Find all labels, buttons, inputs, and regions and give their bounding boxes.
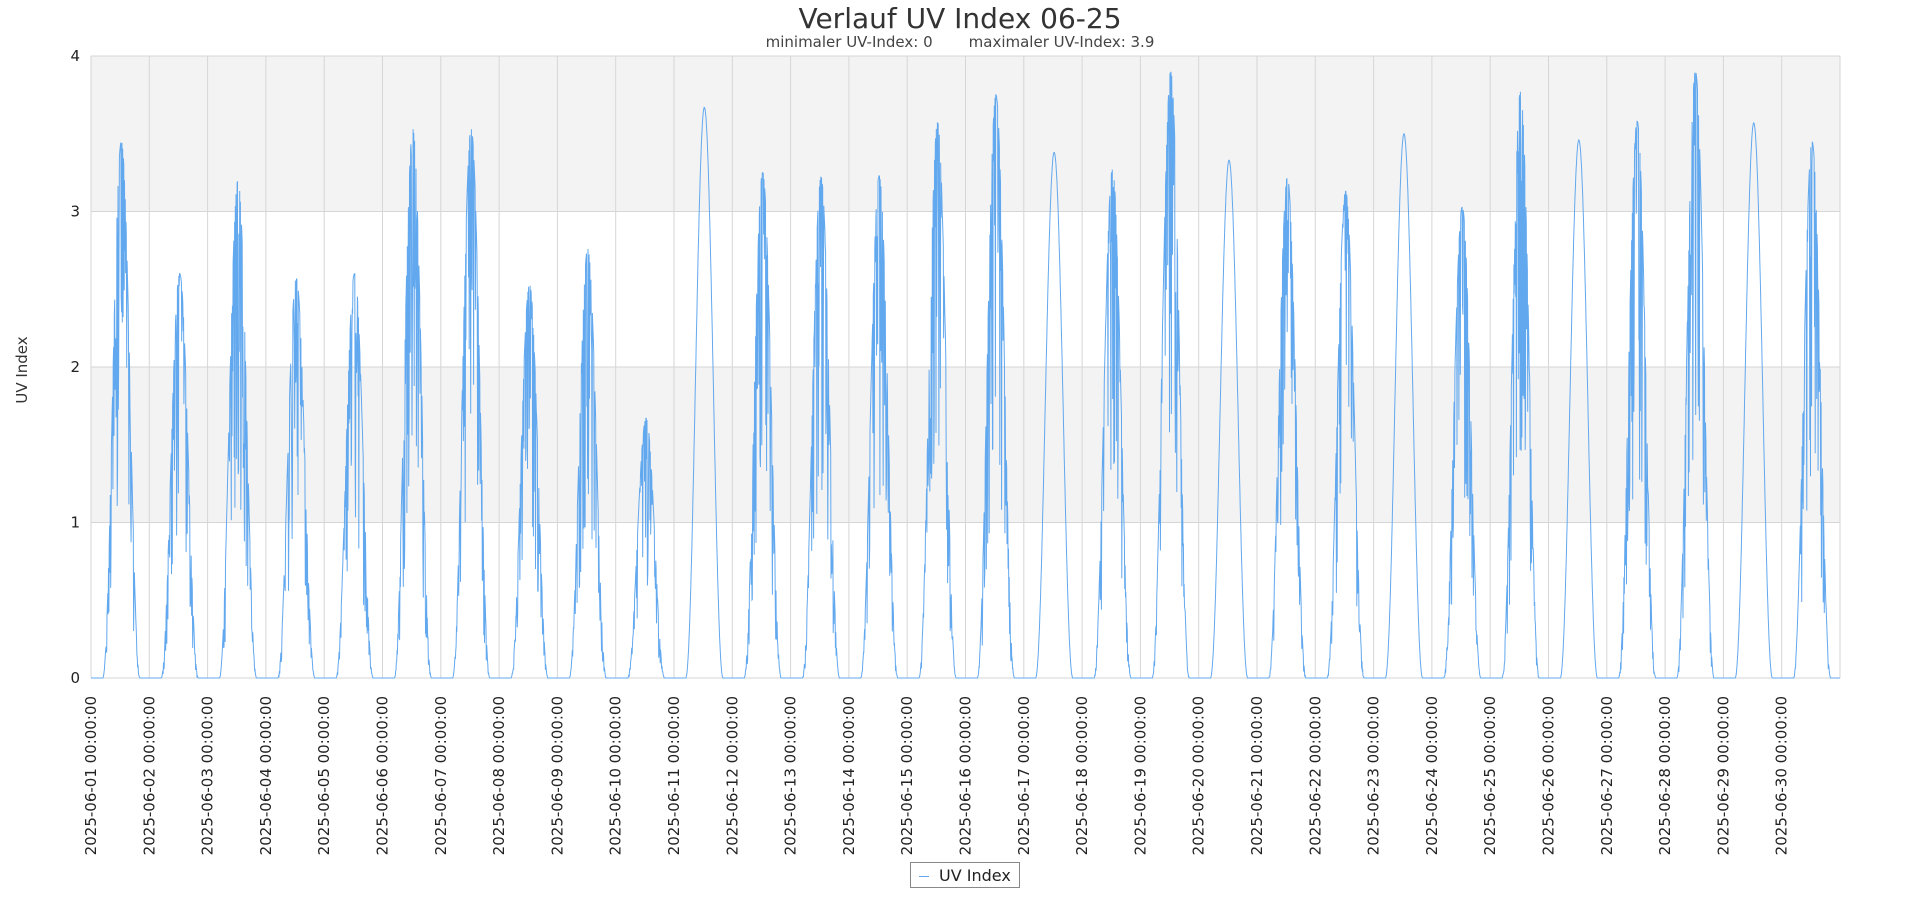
y-axis-label: UV Index — [13, 336, 31, 403]
subtitle-max-uv: maximaler UV-Index: 3.9 — [968, 33, 1155, 51]
x-tick-label: 2025-06-22 00:00:00 — [1306, 696, 1324, 855]
x-tick-label: 2025-06-09 00:00:00 — [548, 696, 566, 855]
x-tick-label: 2025-06-26 00:00:00 — [1540, 696, 1558, 855]
x-tick-label: 2025-06-25 00:00:00 — [1481, 696, 1499, 855]
y-tick-label: 1 — [70, 514, 80, 532]
x-tick-label: 2025-06-19 00:00:00 — [1131, 696, 1149, 855]
x-tick-label: 2025-06-15 00:00:00 — [898, 696, 916, 855]
x-tick-label: 2025-06-05 00:00:00 — [315, 696, 333, 855]
x-tick-label: 2025-06-07 00:00:00 — [432, 696, 450, 855]
x-axis-ticks: 2025-06-01 00:00:00 2025-06-02 00:00:00 20… — [82, 696, 1791, 855]
x-tick-label: 2025-06-08 00:00:00 — [490, 696, 508, 855]
y-tick-label: 0 — [70, 669, 80, 687]
x-tick-label: 2025-06-06 00:00:00 — [374, 696, 392, 855]
x-tick-label: 2025-06-18 00:00:00 — [1073, 696, 1091, 855]
x-tick-label: 2025-06-01 00:00:00 — [82, 696, 100, 855]
x-tick-label: 2025-06-11 00:00:00 — [665, 696, 683, 855]
x-tick-label: 2025-06-29 00:00:00 — [1714, 696, 1732, 855]
x-tick-label: 2025-06-23 00:00:00 — [1365, 696, 1383, 855]
y-axis-ticks: 0 1 2 3 4 — [70, 47, 80, 687]
x-tick-label: 2025-06-12 00:00:00 — [723, 696, 741, 855]
x-tick-label: 2025-06-24 00:00:00 — [1423, 696, 1441, 855]
y-tick-label: 2 — [70, 358, 80, 376]
x-tick-label: 2025-06-04 00:00:00 — [257, 696, 275, 855]
subtitle-min-uv: minimaler UV-Index: 0 — [765, 33, 933, 51]
legend-swatch-uv-index — [919, 875, 929, 877]
x-tick-label: 2025-06-20 00:00:00 — [1190, 696, 1208, 855]
chart-title: Verlauf UV Index 06-25 — [798, 2, 1122, 35]
x-tick-label: 2025-06-21 00:00:00 — [1248, 696, 1266, 855]
x-tick-label: 2025-06-03 00:00:00 — [199, 696, 217, 855]
x-tick-label: 2025-06-28 00:00:00 — [1656, 696, 1674, 855]
series-layer — [91, 71, 1840, 679]
legend-label-uv-index: UV Index — [939, 865, 1011, 885]
x-tick-label: 2025-06-10 00:00:00 — [607, 696, 625, 855]
x-tick-label: 2025-06-30 00:00:00 — [1773, 696, 1791, 855]
x-tick-label: 2025-06-17 00:00:00 — [1015, 696, 1033, 855]
x-tick-label: 2025-06-02 00:00:00 — [140, 696, 158, 855]
x-tick-label: 2025-06-14 00:00:00 — [840, 696, 858, 855]
x-tick-label: 2025-06-13 00:00:00 — [782, 696, 800, 855]
legend[interactable]: UV Index — [910, 862, 1020, 888]
x-tick-label: 2025-06-27 00:00:00 — [1598, 696, 1616, 855]
y-tick-label: 4 — [70, 47, 80, 65]
x-tick-label: 2025-06-16 00:00:00 — [957, 696, 975, 855]
series-line-uv-index — [91, 71, 1840, 679]
y-tick-label: 3 — [70, 203, 80, 221]
vertical-gridlines — [90, 56, 1841, 678]
chart-subtitle: minimaler UV-Index: 0 maximaler UV-Index:… — [0, 33, 1920, 51]
